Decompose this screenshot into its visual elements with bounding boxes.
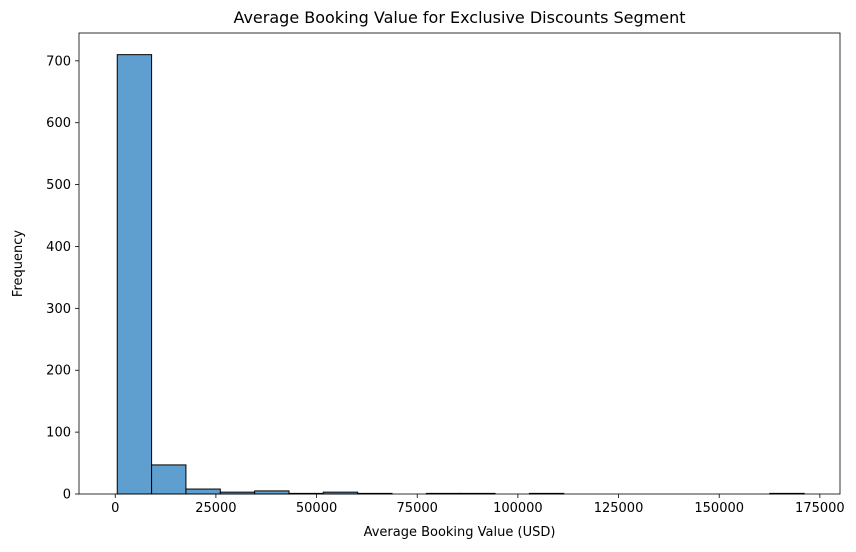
x-tick-label: 0	[111, 501, 119, 516]
y-tick-label: 100	[46, 426, 71, 441]
x-axis-ticks: 0 25000 50000 75000 100000 125000 150000 175000	[111, 494, 845, 516]
histogram-bars	[116, 54, 805, 495]
y-tick-label: 400	[46, 240, 71, 255]
histogram-bar	[185, 488, 221, 495]
y-tick-label: 600	[46, 116, 71, 131]
x-tick-label: 100000	[493, 501, 543, 516]
histogram-bar	[151, 464, 187, 495]
y-tick-label: 700	[46, 54, 71, 69]
plot-frame	[78, 32, 841, 495]
y-tick-label: 300	[46, 302, 71, 317]
y-tick-label: 0	[63, 488, 71, 503]
x-tick-label: 25000	[195, 501, 236, 516]
y-axis-ticks: 0 100 200 300 400 500 600 700	[46, 54, 79, 503]
y-axis-label: Frequency	[11, 230, 26, 297]
x-tick-label: 50000	[296, 501, 337, 516]
x-tick-label: 150000	[694, 501, 744, 516]
chart-title: Average Booking Value for Exclusive Disc…	[233, 8, 685, 27]
x-tick-label: 125000	[594, 501, 644, 516]
histogram-bar	[116, 54, 153, 495]
x-tick-label: 75000	[397, 501, 438, 516]
x-axis-label: Average Booking Value (USD)	[364, 525, 556, 540]
y-tick-label: 500	[46, 178, 71, 193]
y-tick-label: 200	[46, 364, 71, 379]
x-tick-label: 175000	[795, 501, 845, 516]
histogram-bar	[254, 490, 290, 495]
